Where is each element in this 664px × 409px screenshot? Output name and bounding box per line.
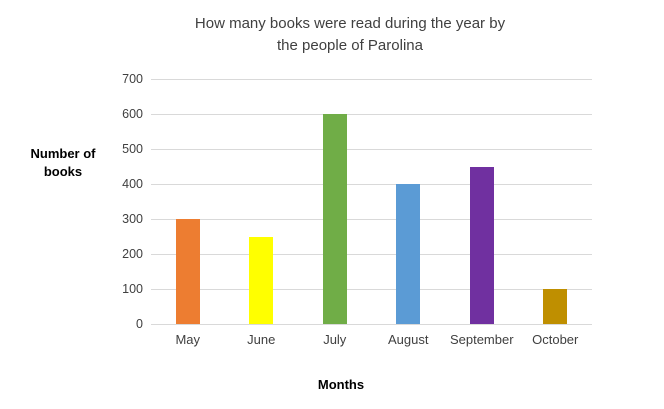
gridline bbox=[151, 324, 592, 325]
x-tick-label-may: May bbox=[175, 332, 201, 347]
x-axis-title: Months bbox=[317, 377, 365, 392]
chart-title-line1: How many books were read during the year… bbox=[194, 15, 506, 32]
y-tick-label: 100 bbox=[122, 282, 143, 296]
plot-area bbox=[151, 79, 592, 325]
gridline bbox=[151, 114, 592, 115]
bar-july bbox=[322, 114, 347, 324]
y-tick-label: 400 bbox=[122, 177, 143, 191]
gridline bbox=[151, 79, 592, 80]
chart-title-line2: the people of Parolina bbox=[277, 37, 423, 54]
y-axis-title: Number of books bbox=[8, 145, 118, 181]
bar-september bbox=[469, 166, 494, 324]
y-tick-label: 700 bbox=[122, 72, 143, 86]
y-tick-label: 500 bbox=[122, 142, 143, 156]
x-tick-label-june: June bbox=[247, 332, 276, 347]
x-tick-label-september: September bbox=[449, 332, 514, 347]
y-tick-label: 300 bbox=[122, 212, 143, 226]
bar-may bbox=[175, 219, 200, 324]
bar-june bbox=[249, 236, 274, 324]
y-tick-label: 600 bbox=[122, 107, 143, 121]
x-tick-label-october: October bbox=[532, 332, 579, 347]
gridline bbox=[151, 149, 592, 150]
y-axis-title-line2: books bbox=[43, 164, 83, 179]
bar-october bbox=[543, 289, 568, 324]
x-tick-label-july: July bbox=[323, 332, 347, 347]
x-tick-label-august: August bbox=[388, 332, 429, 347]
gridline bbox=[151, 254, 592, 255]
y-axis-title-line1: Number of bbox=[30, 146, 96, 161]
chart-title: How many books were read during the year… bbox=[40, 13, 660, 57]
y-tick-label: 200 bbox=[122, 247, 143, 261]
bar-august bbox=[396, 184, 421, 324]
gridline bbox=[151, 184, 592, 185]
gridline bbox=[151, 219, 592, 220]
gridline bbox=[151, 289, 592, 290]
y-tick-label: 0 bbox=[136, 317, 143, 331]
